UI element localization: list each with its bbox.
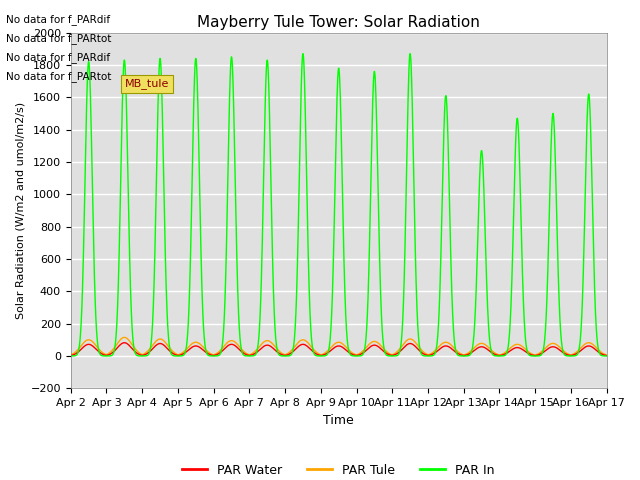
- PAR Tule: [160, 338, 168, 344]
- Text: No data for f_PARdif: No data for f_PARdif: [6, 13, 111, 24]
- PAR Tule: [67, 352, 75, 358]
- PAR In: [160, 174, 168, 180]
- PAR Tule: [531, 352, 539, 358]
- PAR Tule: [273, 345, 280, 351]
- Text: MB_tule: MB_tule: [125, 78, 169, 89]
- PAR Tule: [296, 338, 303, 344]
- PAR Tule: [593, 345, 600, 350]
- PAR In: [128, 321, 136, 326]
- Text: No data for f_PARdif: No data for f_PARdif: [6, 52, 111, 63]
- Text: No data for f_PARtot: No data for f_PARtot: [6, 33, 112, 44]
- PAR In: [406, 51, 414, 57]
- PAR In: [495, 353, 503, 359]
- Line: PAR In: PAR In: [71, 54, 607, 356]
- PAR In: [603, 353, 611, 359]
- PAR Tule: [128, 342, 136, 348]
- PAR In: [296, 166, 303, 171]
- Legend: PAR Water, PAR Tule, PAR In: PAR Water, PAR Tule, PAR In: [177, 459, 500, 480]
- Text: No data for f_PARtot: No data for f_PARtot: [6, 71, 112, 82]
- PAR Water: [128, 346, 136, 351]
- PAR Water: [296, 343, 303, 348]
- PAR Water: [531, 353, 539, 359]
- PAR Tule: [535, 351, 543, 357]
- PAR Water: [67, 353, 75, 359]
- PAR Water: [593, 348, 600, 353]
- PAR Water: [535, 352, 543, 358]
- PAR Tule: [120, 335, 128, 340]
- PAR In: [273, 341, 280, 347]
- PAR Tule: [603, 352, 611, 358]
- PAR Water: [120, 340, 128, 346]
- PAR Water: [160, 342, 168, 348]
- PAR Water: [603, 353, 611, 359]
- PAR In: [67, 353, 75, 359]
- Title: Mayberry Tule Tower: Solar Radiation: Mayberry Tule Tower: Solar Radiation: [197, 15, 480, 30]
- Line: PAR Tule: PAR Tule: [71, 337, 607, 355]
- Line: PAR Water: PAR Water: [71, 343, 607, 356]
- PAR In: [535, 353, 543, 359]
- PAR Water: [273, 348, 280, 354]
- Y-axis label: Solar Radiation (W/m2 and umol/m2/s): Solar Radiation (W/m2 and umol/m2/s): [15, 102, 25, 319]
- X-axis label: Time: Time: [323, 414, 354, 427]
- PAR In: [593, 327, 600, 333]
